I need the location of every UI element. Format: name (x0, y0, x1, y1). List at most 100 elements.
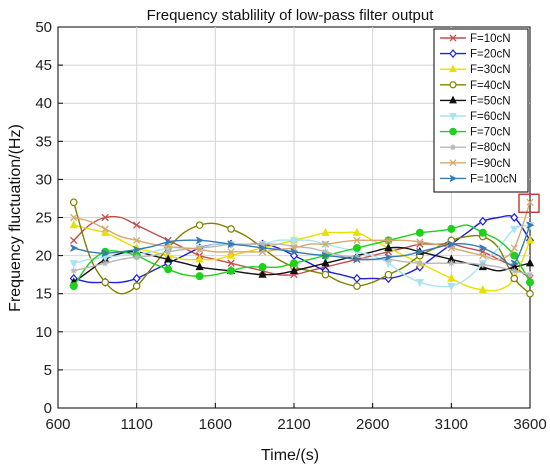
series-marker (133, 245, 141, 254)
series-marker (449, 64, 457, 73)
series-marker (525, 235, 535, 244)
series-marker (450, 144, 456, 151)
x-tick-label: 3100 (435, 416, 468, 433)
legend-label: F=80cN (470, 142, 511, 154)
legend-label: F=10cN (470, 33, 511, 45)
series-marker (69, 198, 78, 207)
series-marker (289, 237, 299, 246)
series-marker (227, 248, 235, 256)
series-marker (479, 261, 486, 268)
series-marker (70, 244, 79, 252)
series-marker (526, 271, 534, 278)
series-marker (479, 244, 488, 252)
series-f-100cn (70, 221, 535, 267)
series-marker (227, 240, 236, 248)
series-marker (289, 265, 299, 274)
series-marker (69, 220, 78, 229)
x-axis-title: Time/(s) (261, 447, 319, 464)
series-marker (195, 254, 204, 263)
series-marker (416, 260, 424, 267)
series-marker (101, 249, 110, 257)
series-marker (195, 272, 204, 281)
x-tick-label: 600 (45, 416, 70, 433)
series-marker (510, 259, 519, 267)
y-axis-title: Frequency fluctuation/(Hz) (7, 124, 24, 312)
series-f-10cn (70, 213, 534, 283)
series-marker (416, 248, 425, 256)
series-marker (290, 248, 299, 256)
series-marker (133, 253, 140, 261)
series-marker (321, 258, 330, 267)
highlight-box (518, 193, 540, 213)
series-marker (526, 278, 534, 287)
series-marker (449, 174, 458, 182)
series-marker (447, 224, 456, 233)
y-tick-label: 20 (35, 248, 52, 265)
series-marker (448, 260, 455, 267)
series-f-80cn (70, 240, 534, 278)
series-marker (70, 236, 78, 245)
series-marker (164, 254, 173, 263)
series-marker (70, 213, 78, 222)
series-marker (478, 284, 487, 293)
series-marker (526, 289, 534, 298)
series-marker (196, 244, 203, 252)
x-tick-label: 2600 (356, 416, 389, 433)
series-marker (133, 221, 141, 229)
series-marker (510, 244, 518, 252)
series-marker (69, 282, 78, 291)
legend-label: F=70cN (470, 127, 511, 139)
legend-label: F=50cN (470, 95, 511, 107)
series-marker (352, 243, 361, 252)
legend-item: F=30cN (440, 64, 511, 76)
y-tick-label: 45 (35, 57, 52, 74)
series-marker (258, 263, 267, 272)
series-marker (353, 255, 362, 264)
series-marker (449, 81, 457, 89)
legend-label: F=90cN (470, 158, 511, 170)
y-tick-label: 0 (44, 400, 52, 417)
series-marker (384, 236, 393, 245)
series-marker (511, 267, 518, 275)
series-marker (321, 240, 330, 248)
y-tick-label: 35 (35, 133, 52, 150)
y-tick-label: 5 (44, 362, 52, 379)
series-marker (226, 250, 236, 259)
series-marker (416, 238, 424, 246)
legend-item: F=40cN (440, 80, 511, 92)
x-tick-label: 1600 (199, 416, 232, 433)
series-marker (132, 273, 141, 284)
series-marker (101, 227, 110, 236)
series-marker (526, 198, 534, 206)
series-marker (352, 273, 361, 284)
series-marker (353, 282, 361, 290)
series-marker (133, 236, 141, 245)
series-marker (164, 265, 173, 274)
series-marker (258, 244, 267, 252)
series-marker (447, 282, 456, 291)
series-line (73, 202, 531, 261)
series-marker (164, 248, 172, 255)
series-marker (447, 273, 456, 282)
series-marker (321, 270, 330, 279)
series-marker (449, 34, 457, 42)
series-marker (384, 270, 393, 279)
series-marker (195, 245, 204, 254)
series-marker (526, 221, 535, 229)
legend-box (433, 28, 529, 193)
series-marker (479, 251, 487, 260)
y-tick-label: 15 (35, 286, 52, 303)
chart-title: Frequency stablility of low-pass filter … (147, 7, 435, 24)
series-marker (227, 266, 236, 275)
legend: F=10cN F=20cN F=30cN F=40cN F=50cN F=60cN F=70… (433, 28, 529, 193)
series-marker (384, 243, 393, 252)
series-marker (449, 95, 457, 104)
y-tick-label: 10 (35, 324, 52, 341)
series-marker (101, 278, 110, 287)
series-marker (321, 227, 330, 236)
series-marker (258, 269, 267, 278)
series-marker (101, 213, 109, 222)
legend-label: F=100cN (470, 173, 517, 185)
series-marker (195, 236, 204, 245)
